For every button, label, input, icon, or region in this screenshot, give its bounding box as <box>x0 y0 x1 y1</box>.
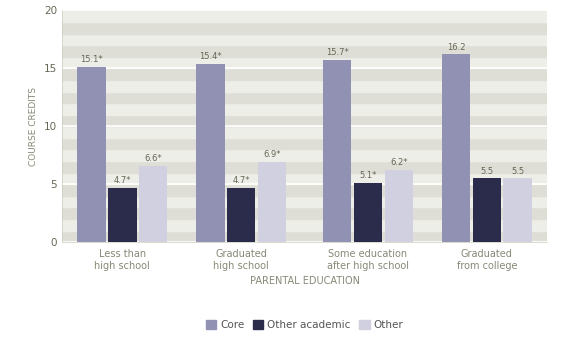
Bar <box>77 67 105 242</box>
Bar <box>62 230 547 242</box>
Legend: Core, Other academic, Other: Core, Other academic, Other <box>201 316 408 334</box>
Text: 4.7*: 4.7* <box>113 176 131 185</box>
Bar <box>196 64 224 242</box>
Bar <box>385 170 413 242</box>
Bar <box>227 188 255 242</box>
Text: 6.6*: 6.6* <box>144 154 162 163</box>
Bar <box>258 162 287 242</box>
Bar <box>108 188 136 242</box>
Text: 15.1*: 15.1* <box>80 55 103 64</box>
Bar <box>442 54 470 242</box>
Bar <box>62 22 547 34</box>
Y-axis label: COURSE CREDITS: COURSE CREDITS <box>29 87 38 166</box>
Bar <box>62 207 547 219</box>
Bar <box>473 179 501 242</box>
Text: 6.2*: 6.2* <box>390 158 408 167</box>
Text: 5.5: 5.5 <box>481 166 494 175</box>
Bar <box>62 219 547 230</box>
Text: 6.9*: 6.9* <box>263 150 281 159</box>
Bar <box>62 161 547 173</box>
Text: 5.1*: 5.1* <box>359 171 377 180</box>
Bar <box>354 183 382 242</box>
Bar <box>62 138 547 149</box>
Bar <box>62 91 547 103</box>
Text: 15.7*: 15.7* <box>326 48 349 57</box>
Bar <box>62 69 547 80</box>
Text: 16.2: 16.2 <box>447 43 465 52</box>
Bar <box>62 126 547 138</box>
Bar <box>323 60 351 242</box>
Bar <box>504 179 532 242</box>
Bar <box>62 184 547 196</box>
Bar <box>62 45 547 57</box>
Bar <box>139 166 168 242</box>
Bar <box>62 115 547 126</box>
Text: 15.4*: 15.4* <box>199 52 222 61</box>
Bar <box>62 196 547 207</box>
Bar <box>62 34 547 45</box>
Bar <box>62 57 547 69</box>
Bar <box>62 149 547 161</box>
Bar <box>62 103 547 115</box>
Text: 5.5: 5.5 <box>511 166 524 175</box>
X-axis label: PARENTAL EDUCATION: PARENTAL EDUCATION <box>249 276 360 286</box>
Bar <box>62 10 547 22</box>
Bar <box>62 80 547 91</box>
Text: 4.7*: 4.7* <box>232 176 250 185</box>
Bar <box>62 173 547 184</box>
